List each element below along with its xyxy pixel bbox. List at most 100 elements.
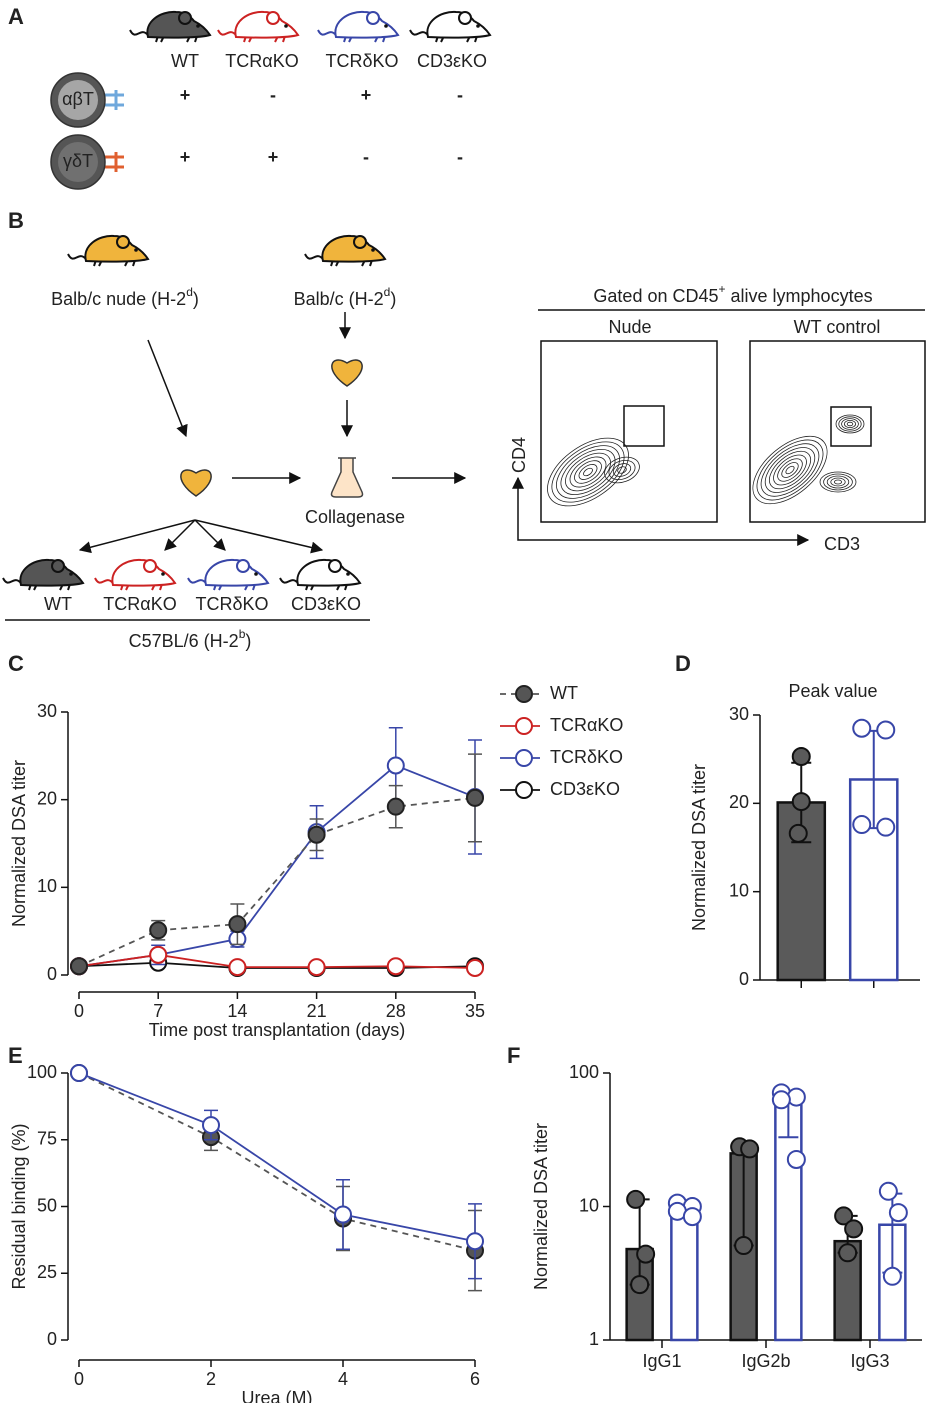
contour: [841, 418, 859, 430]
data-point: [307, 825, 326, 844]
data-point: [466, 788, 484, 807]
contour: [578, 464, 598, 480]
mouse-body: [334, 10, 400, 39]
data-point: [202, 1116, 220, 1135]
text-part: Balb/c nude (H-2: [51, 289, 186, 309]
y-tick-label: 25: [37, 1262, 57, 1282]
sign: +: [180, 85, 191, 105]
cell-label: αβT: [62, 89, 94, 109]
mouse: [2, 558, 85, 591]
sign: +: [180, 147, 191, 167]
mouse-tail: [2, 577, 22, 584]
mouse-eye: [371, 248, 375, 252]
mouse-ear: [178, 11, 192, 25]
enzyme-label: Collagenase: [305, 507, 405, 527]
mouse-ear: [143, 559, 157, 573]
mouse-eye: [476, 24, 480, 28]
mouse: [67, 234, 150, 267]
data-point: [626, 1189, 646, 1209]
mouse-body: [19, 558, 85, 587]
data-point: [630, 1275, 650, 1295]
y-tick-label: 50: [37, 1195, 57, 1215]
mouse-feet: [305, 583, 348, 591]
mouse-tail: [317, 29, 337, 36]
contour: [560, 448, 616, 496]
data-point: [386, 957, 405, 976]
sign: -: [457, 147, 463, 167]
data-point: [515, 749, 533, 767]
panel-letter: A: [8, 4, 24, 29]
y-tick-label: 10: [579, 1195, 599, 1215]
data-point: [734, 1236, 754, 1256]
genotype-label: TCRαKO: [225, 51, 298, 71]
mouse-tail: [304, 253, 324, 260]
mouse-eye: [384, 24, 388, 28]
data-point: [771, 1090, 791, 1110]
y-tick-label: 30: [729, 704, 749, 724]
contour: [823, 473, 853, 491]
text-part: ): [245, 631, 251, 651]
x-tick-label: 7: [153, 1001, 163, 1021]
x-tick-label: IgG2b: [741, 1351, 790, 1371]
data-point: [307, 958, 326, 977]
text-part: C57BL/6 (H-2: [129, 631, 239, 651]
sign: -: [363, 147, 369, 167]
recipient-label: TCRδKO: [195, 594, 268, 614]
contour: [604, 456, 640, 484]
contour: [773, 454, 807, 486]
mouse-feet: [213, 583, 256, 591]
contour: [569, 456, 607, 488]
mouse-body: [146, 10, 212, 39]
x-tick-label: 21: [307, 1001, 327, 1021]
contour: [819, 471, 857, 493]
contour: [830, 477, 846, 487]
y-tick-label: 100: [27, 1062, 57, 1082]
mouse-eye: [254, 572, 258, 576]
gate: [830, 406, 872, 447]
x-axis-label: Time post transplantation (days): [149, 1020, 405, 1040]
data-point: [228, 915, 247, 934]
legend-label: WT: [550, 683, 578, 703]
flow-plot-title: Nude: [608, 317, 651, 337]
mouse-eye: [69, 572, 73, 576]
y-tick-label: 0: [47, 1329, 57, 1349]
sign: +: [268, 147, 279, 167]
y-tick-label: 10: [37, 876, 57, 896]
mouse: [187, 558, 270, 591]
panel-letter: F: [507, 1043, 520, 1068]
mouse: [217, 10, 300, 43]
x-tick-label: 0: [74, 1001, 84, 1021]
contour: [760, 443, 820, 497]
strain-label: C57BL/6 (H-2b): [129, 627, 252, 651]
y-tick-label: 20: [729, 792, 749, 812]
mouse-body: [426, 10, 492, 39]
contour: [844, 419, 857, 428]
arrow: [78, 519, 196, 554]
flow-plot-title: WT control: [794, 317, 881, 337]
cell-label: γδT: [63, 151, 93, 171]
mouse-feet: [435, 35, 478, 43]
y-tick-label: 10: [729, 880, 749, 900]
data-point: [386, 797, 405, 816]
contour: [617, 466, 627, 474]
data-point: [786, 1149, 806, 1169]
y-axis-label: Residual binding (%): [9, 1123, 29, 1289]
mouse-tail: [129, 29, 149, 36]
data-point: [878, 1181, 898, 1201]
mouse: [409, 10, 492, 43]
gate-label: Gated on CD45+ alive lymphocytes: [593, 282, 872, 306]
flow-axis-label: CD3: [824, 534, 860, 554]
data-point: [515, 685, 533, 703]
x-tick-label: 14: [227, 1001, 247, 1021]
mouse-body: [84, 234, 150, 263]
data-point: [386, 756, 405, 775]
contour: [583, 467, 593, 477]
mouse-feet: [120, 583, 163, 591]
contour: [781, 462, 799, 478]
data-point: [149, 921, 168, 940]
legend-label: TCRαKO: [550, 715, 623, 735]
x-tick-label: IgG3: [850, 1351, 889, 1371]
superscript: +: [719, 282, 726, 296]
data-point: [791, 747, 811, 767]
